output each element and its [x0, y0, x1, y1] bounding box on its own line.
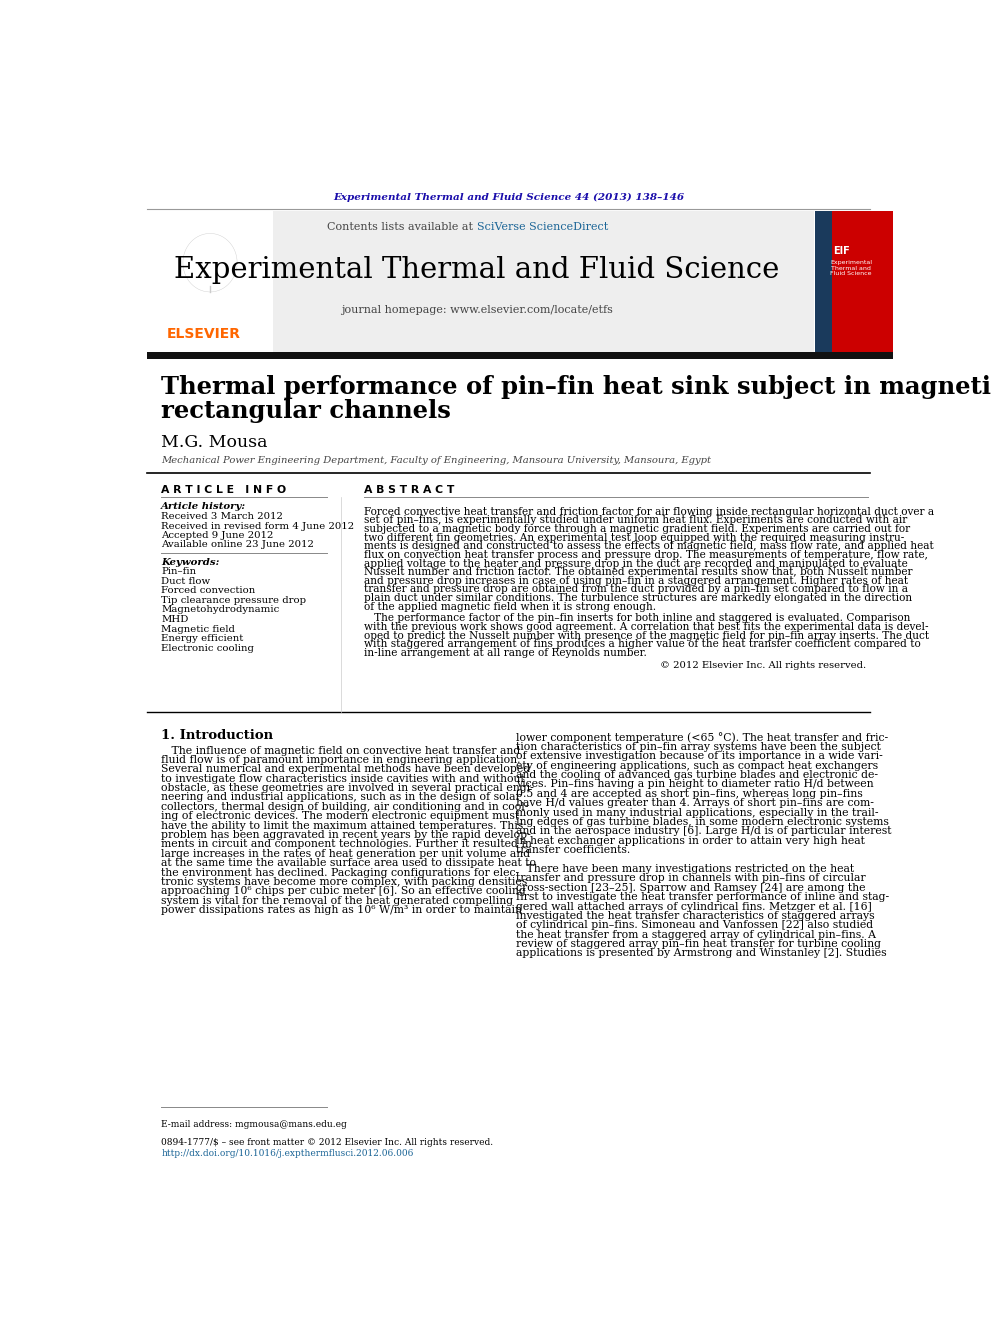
- Text: monly used in many industrial applications, especially in the trail-: monly used in many industrial applicatio…: [516, 807, 879, 818]
- Text: cross-section [23–25]. Sparrow and Ramsey [24] are among the: cross-section [23–25]. Sparrow and Ramse…: [516, 882, 866, 893]
- Text: applications is presented by Armstrong and Winstanley [2]. Studies: applications is presented by Armstrong a…: [516, 949, 887, 958]
- Text: of the applied magnetic field when it is strong enough.: of the applied magnetic field when it is…: [364, 602, 657, 611]
- Text: Duct flow: Duct flow: [161, 577, 210, 586]
- Text: two different fin geometries. An experimental test loop equipped with the requir: two different fin geometries. An experim…: [364, 533, 905, 542]
- Text: SciVerse ScienceDirect: SciVerse ScienceDirect: [476, 221, 608, 232]
- Text: set of pin–fins, is experimentally studied under uniform heat flux. Experiments : set of pin–fins, is experimentally studi…: [364, 516, 908, 525]
- Text: and pressure drop increases in case of using pin–fin in a staggered arrangement.: and pressure drop increases in case of u…: [364, 576, 909, 586]
- Text: A R T I C L E   I N F O: A R T I C L E I N F O: [161, 484, 287, 495]
- Text: Experimental
Thermal and
Fluid Science: Experimental Thermal and Fluid Science: [830, 259, 872, 277]
- Text: EIF: EIF: [833, 246, 850, 257]
- Text: large increases in the rates of heat generation per unit volume and: large increases in the rates of heat gen…: [161, 849, 531, 859]
- Text: Received in revised form 4 June 2012: Received in revised form 4 June 2012: [161, 521, 354, 531]
- Text: applied voltage to the heater and pressure drop in the duct are recorded and man: applied voltage to the heater and pressu…: [364, 558, 908, 569]
- Text: Electronic cooling: Electronic cooling: [161, 644, 254, 654]
- Text: transfer coefficients.: transfer coefficients.: [516, 845, 630, 855]
- Text: in-line arrangement at all range of Reynolds number.: in-line arrangement at all range of Reyn…: [364, 648, 647, 658]
- Text: journal homepage: www.elsevier.com/locate/etfs: journal homepage: www.elsevier.com/locat…: [340, 306, 613, 315]
- Text: problem has been aggravated in recent years by the rapid develop-: problem has been aggravated in recent ye…: [161, 830, 531, 840]
- Text: fluid flow is of paramount importance in engineering application.: fluid flow is of paramount importance in…: [161, 755, 521, 765]
- Text: ety of engineering applications, such as compact heat exchangers: ety of engineering applications, such as…: [516, 761, 878, 770]
- Text: Accepted 9 June 2012: Accepted 9 June 2012: [161, 531, 274, 540]
- Bar: [147, 352, 893, 359]
- Text: flux on convection heat transfer process and pressure drop. The measurements of : flux on convection heat transfer process…: [364, 550, 929, 560]
- Text: have H/d values greater than 4. Arrays of short pin–fins are com-: have H/d values greater than 4. Arrays o…: [516, 798, 874, 808]
- Text: Magnetic field: Magnetic field: [161, 624, 235, 634]
- Text: Tip clearance pressure drop: Tip clearance pressure drop: [161, 595, 307, 605]
- Text: have the ability to limit the maximum attained temperatures. This: have the ability to limit the maximum at…: [161, 820, 524, 831]
- Text: the heat transfer from a staggered array of cylindrical pin–fins. A: the heat transfer from a staggered array…: [516, 930, 876, 939]
- Text: transfer and pressure drop in channels with pin–fins of circular: transfer and pressure drop in channels w…: [516, 873, 866, 884]
- Text: ing edges of gas turbine blades, in some modern electronic systems: ing edges of gas turbine blades, in some…: [516, 818, 889, 827]
- Text: Thermal performance of pin–fin heat sink subject in magnetic field inside: Thermal performance of pin–fin heat sink…: [161, 374, 992, 398]
- Text: Forced convection: Forced convection: [161, 586, 256, 595]
- Text: The influence of magnetic field on convective heat transfer and: The influence of magnetic field on conve…: [161, 745, 521, 755]
- Text: Received 3 March 2012: Received 3 March 2012: [161, 512, 283, 521]
- Text: rectangular channels: rectangular channels: [161, 400, 451, 423]
- Text: Nusselt number and friction factor. The obtained experimental results show that,: Nusselt number and friction factor. The …: [364, 568, 913, 577]
- Text: ELSEVIER: ELSEVIER: [167, 327, 241, 341]
- Text: ing of electronic devices. The modern electronic equipment must: ing of electronic devices. The modern el…: [161, 811, 520, 822]
- Text: 1. Introduction: 1. Introduction: [161, 729, 274, 742]
- Text: vices. Pin–fins having a pin height to diameter ratio H/d between: vices. Pin–fins having a pin height to d…: [516, 779, 874, 790]
- Text: gered wall attached arrays of cylindrical fins. Metzger et al. [16]: gered wall attached arrays of cylindrica…: [516, 901, 872, 912]
- Text: Article history:: Article history:: [161, 503, 246, 511]
- Text: Energy efficient: Energy efficient: [161, 634, 243, 643]
- Text: lower component temperature (<65 °C). The heat transfer and fric-: lower component temperature (<65 °C). Th…: [516, 733, 888, 744]
- Text: transfer and pressure drop are obtained from the duct provided by a pin–fin set : transfer and pressure drop are obtained …: [364, 585, 909, 594]
- Text: A B S T R A C T: A B S T R A C T: [364, 484, 454, 495]
- Text: investigated the heat transfer characteristics of staggered arrays: investigated the heat transfer character…: [516, 912, 875, 921]
- Text: power dissipations rates as high as 10⁶ W/m³ in order to maintain: power dissipations rates as high as 10⁶ …: [161, 905, 522, 916]
- Text: at the same time the available surface area used to dissipate heat to: at the same time the available surface a…: [161, 859, 537, 868]
- Text: Mechanical Power Engineering Department, Faculty of Engineering, Mansoura Univer: Mechanical Power Engineering Department,…: [161, 456, 711, 466]
- Text: ments is designed and constructed to assess the effects of magnetic field, mass : ments is designed and constructed to ass…: [364, 541, 934, 552]
- Text: There have been many investigations restricted on the heat: There have been many investigations rest…: [516, 864, 854, 875]
- Text: and the cooling of advanced gas turbine blades and electronic de-: and the cooling of advanced gas turbine …: [516, 770, 878, 781]
- Text: Several numerical and experimental methods have been developed: Several numerical and experimental metho…: [161, 765, 531, 774]
- Text: Pin–fin: Pin–fin: [161, 568, 196, 576]
- Bar: [147, 212, 813, 353]
- Text: Experimental Thermal and Fluid Science: Experimental Thermal and Fluid Science: [174, 257, 780, 284]
- Text: 0.5 and 4 are accepted as short pin–fins, whereas long pin–fins: 0.5 and 4 are accepted as short pin–fins…: [516, 789, 863, 799]
- Text: first to investigate the heat transfer performance of inline and stag-: first to investigate the heat transfer p…: [516, 892, 889, 902]
- Bar: [815, 212, 893, 353]
- Text: Experimental Thermal and Fluid Science 44 (2013) 138–146: Experimental Thermal and Fluid Science 4…: [333, 193, 683, 202]
- Text: http://dx.doi.org/10.1016/j.expthermflusci.2012.06.006: http://dx.doi.org/10.1016/j.expthermflus…: [161, 1148, 414, 1158]
- Text: with the previous work shows good agreement. A correlation that best fits the ex: with the previous work shows good agreem…: [364, 622, 929, 632]
- Text: system is vital for the removal of the heat generated compelling: system is vital for the removal of the h…: [161, 896, 513, 906]
- Bar: [815, 212, 832, 353]
- Text: with staggered arrangement of fins produces a higher value of the heat transfer : with staggered arrangement of fins produ…: [364, 639, 921, 650]
- Text: obstacle, as these geometries are involved in several practical engi-: obstacle, as these geometries are involv…: [161, 783, 534, 792]
- Text: oped to predict the Nusselt number with presence of the magnetic field for pin–f: oped to predict the Nusselt number with …: [364, 631, 930, 640]
- Bar: [147, 212, 273, 353]
- Text: and in the aerospace industry [6]. Large H/d is of particular interest: and in the aerospace industry [6]. Large…: [516, 827, 892, 836]
- Text: tion characteristics of pin–fin array systems have been the subject: tion characteristics of pin–fin array sy…: [516, 742, 881, 751]
- Text: 0894-1777/$ – see front matter © 2012 Elsevier Inc. All rights reserved.: 0894-1777/$ – see front matter © 2012 El…: [161, 1138, 493, 1147]
- Text: subjected to a magnetic body force through a magnetic gradient field. Experiment: subjected to a magnetic body force throu…: [364, 524, 911, 534]
- Text: The performance factor of the pin–fin inserts for both inline and staggered is e: The performance factor of the pin–fin in…: [364, 614, 911, 623]
- Text: ments in circuit and component technologies. Further it resulted in: ments in circuit and component technolog…: [161, 839, 532, 849]
- Text: collectors, thermal design of building, air conditioning and in cool-: collectors, thermal design of building, …: [161, 802, 529, 812]
- Text: Contents lists available at: Contents lists available at: [327, 221, 476, 232]
- Text: to investigate flow characteristics inside cavities with and without: to investigate flow characteristics insi…: [161, 774, 525, 783]
- Text: review of staggered array pin–fin heat transfer for turbine cooling: review of staggered array pin–fin heat t…: [516, 939, 881, 949]
- Text: Available online 23 June 2012: Available online 23 June 2012: [161, 540, 314, 549]
- Text: neering and industrial applications, such as in the design of solar: neering and industrial applications, suc…: [161, 792, 521, 803]
- Text: of cylindrical pin–fins. Simoneau and Vanfossen [22] also studied: of cylindrical pin–fins. Simoneau and Va…: [516, 921, 873, 930]
- Text: plain duct under similar conditions. The turbulence structures are markedly elon: plain duct under similar conditions. The…: [364, 593, 913, 603]
- Text: MHD: MHD: [161, 615, 188, 624]
- Text: Keywords:: Keywords:: [161, 558, 219, 566]
- Text: of extensive investigation because of its importance in a wide vari-: of extensive investigation because of it…: [516, 751, 883, 761]
- Text: © 2012 Elsevier Inc. All rights reserved.: © 2012 Elsevier Inc. All rights reserved…: [661, 662, 866, 671]
- Text: Magnetohydrodynamic: Magnetohydrodynamic: [161, 606, 280, 614]
- Text: E-mail address: mgmousa@mans.edu.eg: E-mail address: mgmousa@mans.edu.eg: [161, 1119, 347, 1129]
- Text: in heat exchanger applications in order to attain very high heat: in heat exchanger applications in order …: [516, 836, 865, 845]
- Text: the environment has declined. Packaging configurations for elec-: the environment has declined. Packaging …: [161, 868, 520, 877]
- Text: tronic systems have become more complex, with packing densities: tronic systems have become more complex,…: [161, 877, 528, 886]
- Text: Forced convective heat transfer and friction factor for air flowing inside recta: Forced convective heat transfer and fric…: [364, 507, 934, 517]
- Text: M.G. Mousa: M.G. Mousa: [161, 434, 268, 451]
- Text: approaching 10⁶ chips per cubic meter [6]. So an effective cooling: approaching 10⁶ chips per cubic meter [6…: [161, 886, 526, 897]
